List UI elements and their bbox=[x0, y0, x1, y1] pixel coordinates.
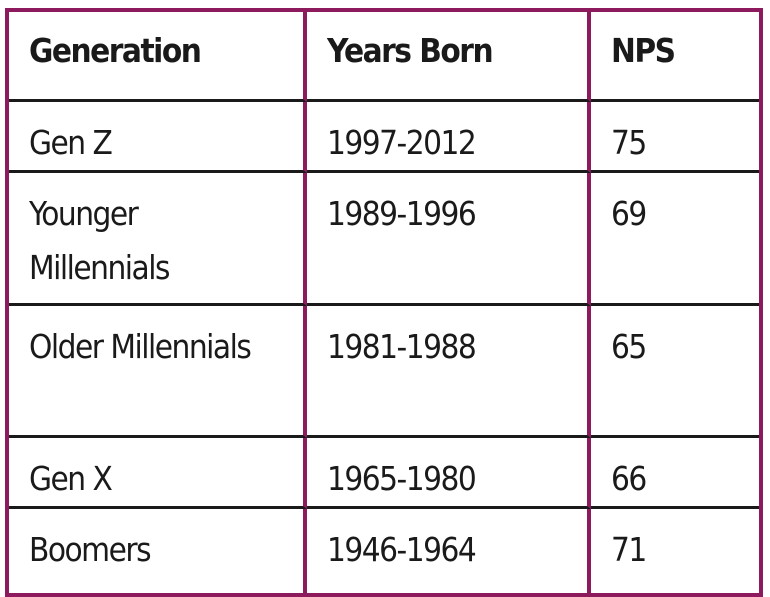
table-row: Gen X 1965-1980 66 bbox=[9, 438, 759, 509]
table-cell: Boomers bbox=[9, 509, 307, 593]
generation-table: Generation Years Born NPS Gen Z 1997-2012 75… bbox=[5, 8, 763, 597]
table-row: Gen Z 1997-2012 75 bbox=[9, 102, 759, 173]
table-cell: 75 bbox=[591, 102, 759, 173]
header-row: Generation Years Born NPS bbox=[9, 12, 759, 102]
table-row: Younger Millennials 1989-1996 69 bbox=[9, 173, 759, 306]
table-cell: Younger Millennials bbox=[9, 173, 307, 306]
table-row: Boomers 1946-1964 71 bbox=[9, 509, 759, 593]
table-cell: Gen Z bbox=[9, 102, 307, 173]
table-cell: 1997-2012 bbox=[307, 102, 591, 173]
table-cell: 1981-1988 bbox=[307, 306, 591, 438]
table-row: Older Millennials 1981-1988 65 bbox=[9, 306, 759, 438]
table-cell: 1989-1996 bbox=[307, 173, 591, 306]
table-cell: 65 bbox=[591, 306, 759, 438]
table-cell: 1946-1964 bbox=[307, 509, 591, 593]
header-cell: Years Born bbox=[307, 12, 591, 102]
table-cell: 1965-1980 bbox=[307, 438, 591, 509]
table-cell: 71 bbox=[611, 530, 647, 569]
header-cell: Generation bbox=[9, 12, 307, 102]
table-cell: Older Millennials bbox=[9, 306, 307, 438]
header-cell: NPS bbox=[591, 12, 759, 102]
table-cell: 69 bbox=[591, 173, 759, 306]
table-cell: 66 bbox=[591, 438, 759, 509]
table-cell: Gen X bbox=[9, 438, 307, 509]
